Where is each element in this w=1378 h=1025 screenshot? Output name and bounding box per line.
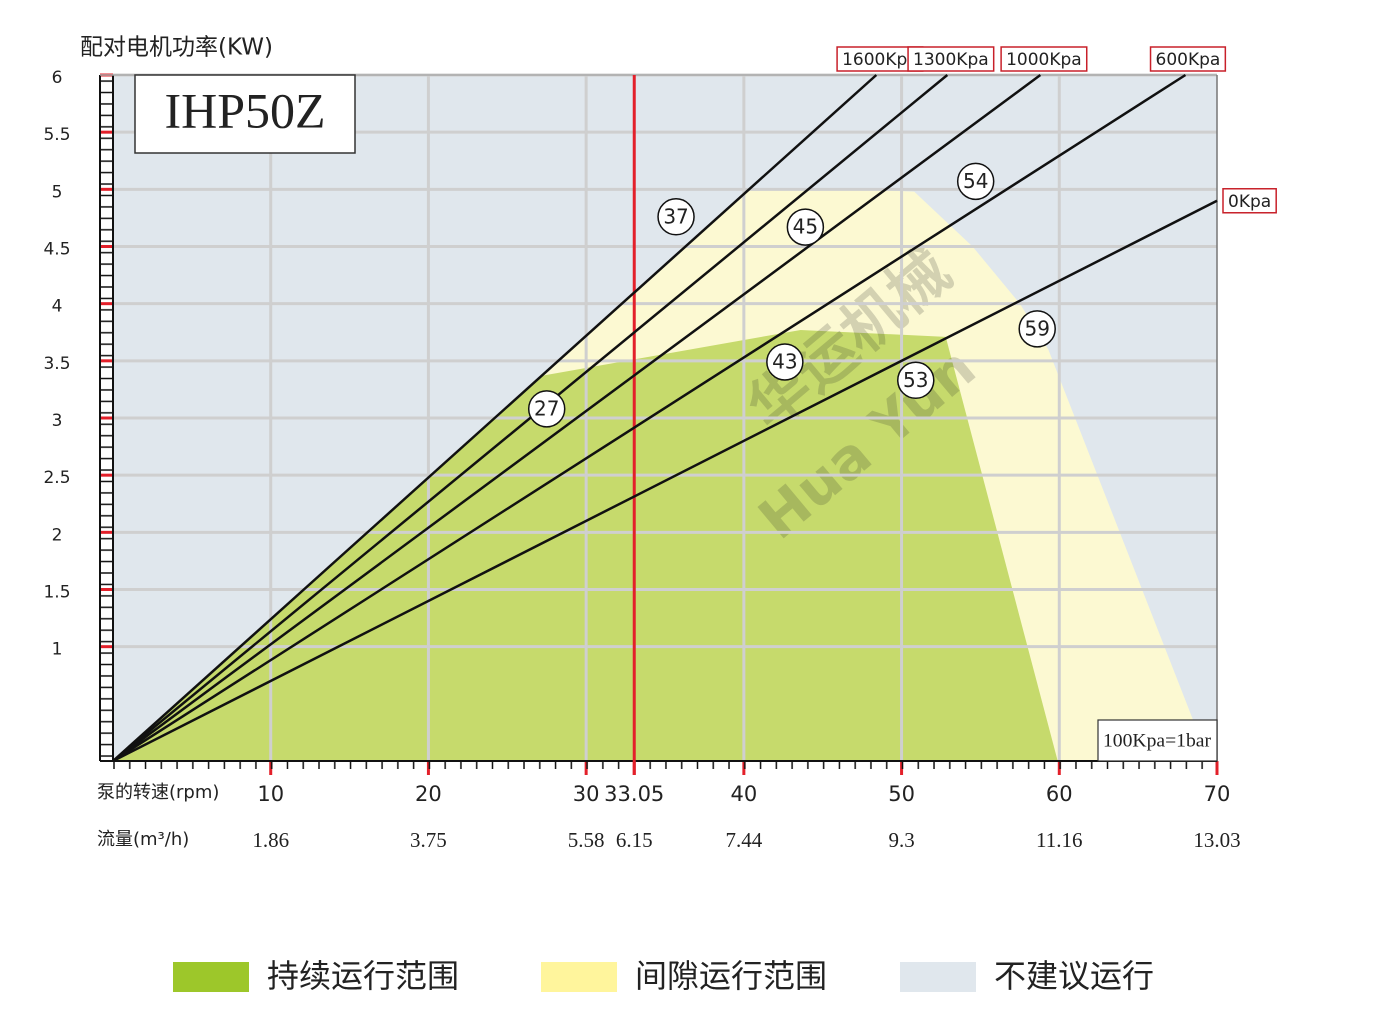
flow-tick-label: 3.75 xyxy=(410,828,447,852)
y-tick-label: 2 xyxy=(52,525,63,545)
y-tick-label: 6 xyxy=(52,68,63,88)
annotation-circle xyxy=(897,361,935,400)
pressure-line xyxy=(112,199,1218,763)
y-tick-label: 3 xyxy=(52,411,63,431)
flow-tick-label: 1.86 xyxy=(252,828,289,852)
flow-tick-label: 6.15 xyxy=(616,828,653,852)
x-tick-label: 50 xyxy=(888,782,915,806)
x-tick-label: 33.05 xyxy=(604,782,664,806)
flow-tick-label: 11.16 xyxy=(1036,828,1082,852)
pressure-line xyxy=(112,73,1187,763)
y-tick-label: 3.5 xyxy=(43,354,70,374)
legend-label: 持续运行范围 xyxy=(267,957,459,995)
y-tick-label: 5.5 xyxy=(43,125,70,145)
series-label-box xyxy=(1149,46,1227,72)
y-tick-label: 1.5 xyxy=(43,583,70,603)
annotation-label: 37 xyxy=(663,204,688,228)
y-tick-label: 2.5 xyxy=(43,468,70,488)
x-tick-label: 10 xyxy=(257,782,284,806)
x-tick-label: 20 xyxy=(415,782,442,806)
y-minor-ticks xyxy=(100,75,113,761)
pressure-line xyxy=(112,74,878,762)
x-tick-label: 30 xyxy=(573,782,600,806)
y-tick-label: 5 xyxy=(52,182,63,202)
annotation-label: 59 xyxy=(1024,316,1049,340)
legend-label: 不建议运行 xyxy=(994,957,1154,995)
x-minor-ticks xyxy=(113,761,1217,769)
flow-axis-title: 流量(m³/h) xyxy=(97,829,189,850)
x-tick-label: 60 xyxy=(1046,782,1073,806)
flow-tick-label: 9.3 xyxy=(888,828,914,852)
annotation-circle xyxy=(956,162,995,201)
annotation-circle xyxy=(786,208,825,246)
annotation-circle xyxy=(766,343,804,381)
series-label: 1300Kpa xyxy=(913,50,989,70)
pressure-line xyxy=(112,74,949,762)
annotation-label: 53 xyxy=(903,368,928,392)
flow-tick-label: 7.44 xyxy=(725,828,762,852)
annotation-circle xyxy=(527,390,566,428)
annotation-label: 45 xyxy=(793,215,818,239)
series-label: 0Kpa xyxy=(1228,192,1271,212)
x-tick-label: 40 xyxy=(730,782,757,806)
legend-swatch xyxy=(900,962,976,992)
annotation-label: 27 xyxy=(534,396,559,420)
series-label: 600Kpa xyxy=(1156,50,1221,70)
y-axis-title: 配对电机功率(KW) xyxy=(80,35,273,61)
series-label-box xyxy=(1222,188,1277,214)
y-tick-label: 4 xyxy=(52,297,63,317)
note-box xyxy=(1097,719,1218,762)
legend-swatch xyxy=(541,962,617,992)
legend-label: 间隙运行范围 xyxy=(635,957,827,995)
x-axis-title: 泵的转速(rpm) xyxy=(97,782,219,803)
y-tick-label: 1 xyxy=(52,640,63,660)
series-label: 1600Kpa xyxy=(842,50,918,70)
y-tick-label: 4.5 xyxy=(43,240,70,260)
x-tick-label: 70 xyxy=(1204,782,1231,806)
chart-title: IHP50Z xyxy=(164,82,325,138)
legend-swatch xyxy=(173,962,249,992)
pressure-line xyxy=(112,73,1042,763)
annotation-label: 43 xyxy=(772,349,797,373)
series-label-box xyxy=(1000,46,1088,72)
annotation-circle xyxy=(1018,310,1056,348)
annotation-label: 54 xyxy=(963,169,988,193)
title-box xyxy=(134,74,356,154)
series-label: 1000Kpa xyxy=(1006,50,1082,70)
series-label-box xyxy=(907,46,995,72)
flow-tick-label: 13.03 xyxy=(1193,828,1240,852)
flow-tick-label: 5.58 xyxy=(568,828,605,852)
note: 100Kpa=1bar xyxy=(1103,730,1212,751)
annotation-circle xyxy=(657,198,695,236)
